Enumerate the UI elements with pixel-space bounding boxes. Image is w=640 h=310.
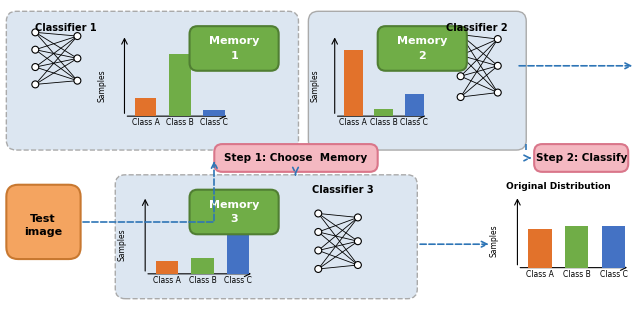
Bar: [602, 226, 625, 268]
Text: Class B: Class B: [189, 276, 216, 285]
Text: image: image: [24, 227, 62, 237]
Circle shape: [494, 89, 501, 96]
Bar: [374, 109, 394, 116]
Circle shape: [315, 228, 322, 235]
Circle shape: [494, 36, 501, 42]
Bar: [565, 226, 588, 268]
Text: Class A: Class A: [526, 270, 554, 279]
Bar: [344, 50, 363, 116]
Text: Step 1: Choose  Memory: Step 1: Choose Memory: [225, 153, 367, 163]
Text: Samples: Samples: [311, 69, 320, 102]
Text: Class C: Class C: [200, 118, 228, 127]
Circle shape: [457, 31, 464, 38]
FancyBboxPatch shape: [378, 26, 467, 71]
Text: Samples: Samples: [118, 228, 127, 261]
Text: Class C: Class C: [600, 270, 628, 279]
FancyBboxPatch shape: [534, 144, 628, 172]
Bar: [204, 110, 225, 116]
Text: Class B: Class B: [166, 118, 194, 127]
Circle shape: [315, 210, 322, 217]
Bar: [169, 54, 191, 116]
Circle shape: [74, 77, 81, 84]
Circle shape: [315, 265, 322, 272]
Bar: [405, 94, 424, 116]
Bar: [191, 259, 214, 274]
Text: Memory: Memory: [209, 36, 259, 46]
Circle shape: [355, 238, 362, 245]
FancyBboxPatch shape: [189, 190, 278, 234]
Text: Classifier 2: Classifier 2: [446, 23, 508, 33]
Circle shape: [494, 62, 501, 69]
FancyBboxPatch shape: [189, 26, 278, 71]
Text: Class C: Class C: [401, 118, 428, 127]
Circle shape: [32, 29, 39, 36]
Text: Step 2: Classify: Step 2: Classify: [536, 153, 627, 163]
Circle shape: [355, 262, 362, 268]
Text: Memory: Memory: [397, 36, 447, 46]
Circle shape: [457, 73, 464, 80]
Text: Class A: Class A: [132, 118, 159, 127]
Bar: [529, 229, 552, 268]
FancyBboxPatch shape: [6, 185, 81, 259]
Text: 3: 3: [230, 215, 238, 224]
Text: Classifier 3: Classifier 3: [312, 185, 374, 195]
FancyBboxPatch shape: [214, 144, 378, 172]
Bar: [156, 261, 178, 274]
Circle shape: [315, 247, 322, 254]
Text: Classifier 1: Classifier 1: [35, 23, 97, 33]
Circle shape: [355, 214, 362, 221]
Circle shape: [74, 55, 81, 62]
Text: 1: 1: [230, 51, 238, 61]
Bar: [135, 98, 156, 116]
Text: Class B: Class B: [563, 270, 591, 279]
Circle shape: [74, 33, 81, 40]
Circle shape: [32, 64, 39, 70]
FancyBboxPatch shape: [115, 175, 417, 299]
Bar: [227, 212, 249, 274]
Text: 2: 2: [419, 51, 426, 61]
Circle shape: [457, 52, 464, 59]
Text: Class B: Class B: [370, 118, 398, 127]
Circle shape: [457, 94, 464, 100]
Text: Samples: Samples: [489, 224, 498, 257]
Text: Class C: Class C: [224, 276, 252, 285]
Text: Memory: Memory: [209, 200, 259, 210]
Text: Original Distribution: Original Distribution: [506, 182, 611, 191]
Text: Test: Test: [30, 215, 56, 224]
Text: Samples: Samples: [98, 69, 107, 102]
Circle shape: [32, 46, 39, 53]
Text: Class A: Class A: [153, 276, 181, 285]
Circle shape: [32, 81, 39, 88]
Text: Class A: Class A: [339, 118, 367, 127]
FancyBboxPatch shape: [308, 11, 526, 150]
FancyBboxPatch shape: [6, 11, 298, 150]
